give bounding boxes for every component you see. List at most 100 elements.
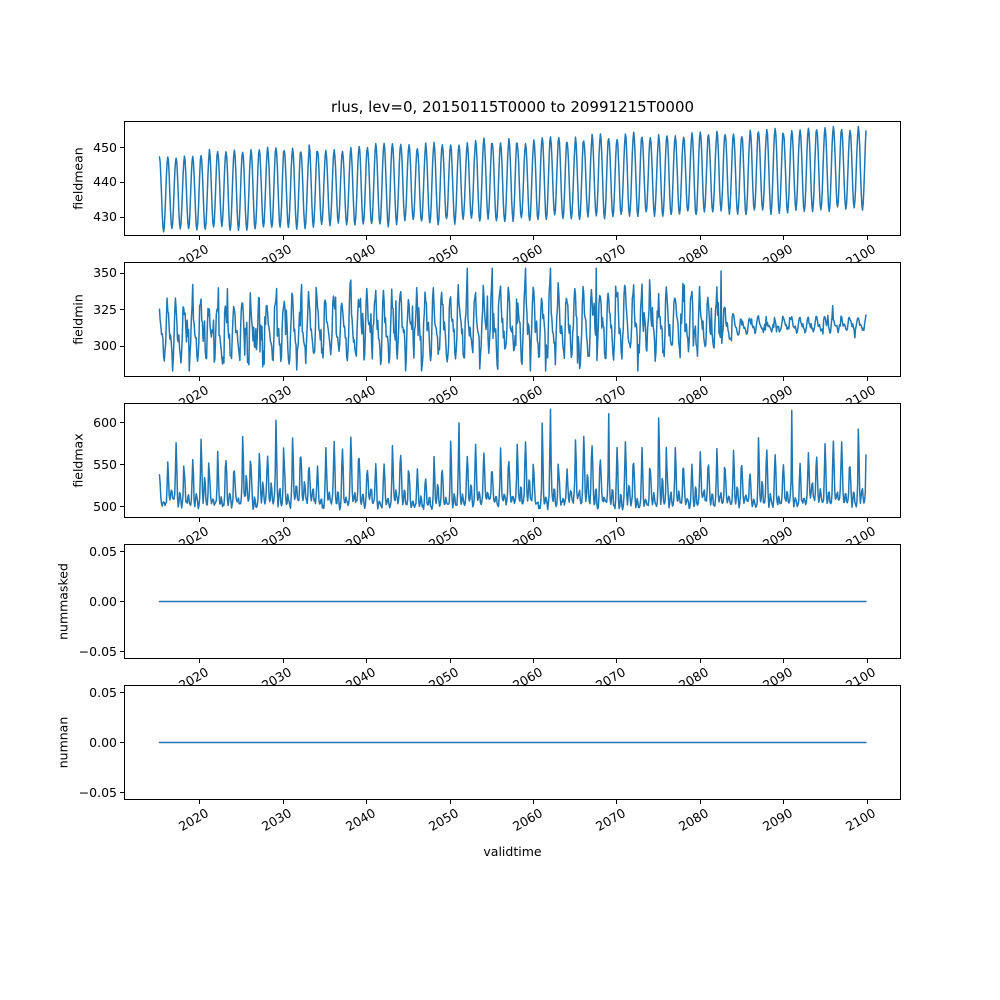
y-tick-mark [120, 345, 124, 347]
y-tick-mark [120, 742, 124, 743]
y-tick-label: −0.05 [78, 784, 117, 800]
x-tick-mark [199, 518, 201, 522]
y-tick-label: 350 [93, 265, 117, 281]
x-tick-mark [533, 518, 535, 522]
y-tick-mark [120, 792, 124, 793]
y-tick-mark [120, 272, 124, 274]
y-tick-mark [120, 309, 124, 311]
y-tick-mark [120, 692, 124, 693]
x-tick-mark [449, 659, 451, 663]
x-tick-mark [282, 659, 284, 663]
x-tick-label: 2060 [509, 805, 545, 835]
figure-title: rlus, lev=0, 20150115T0000 to 20991215T0… [330, 98, 695, 116]
series-line-fieldmin [158, 267, 867, 372]
series-line-nummasked [158, 600, 867, 603]
y-axis-label-numnan: numnan [55, 716, 71, 769]
x-tick-mark [699, 800, 701, 804]
x-tick-mark [866, 377, 868, 381]
x-tick-mark [282, 518, 284, 522]
y-axis-label-fieldmax: fieldmax [70, 433, 86, 488]
x-tick-mark [616, 800, 618, 804]
x-tick-mark [449, 800, 451, 804]
x-tick-mark [616, 659, 618, 663]
x-tick-label: 2080 [676, 805, 712, 835]
axes-numnan [124, 685, 901, 800]
x-tick-mark [699, 518, 701, 522]
x-axis-label: validtime [483, 844, 542, 859]
x-tick-mark [199, 377, 201, 381]
x-tick-mark [366, 236, 368, 240]
y-tick-mark [120, 551, 124, 552]
x-tick-mark [699, 377, 701, 381]
x-tick-mark [366, 518, 368, 522]
x-tick-mark [282, 236, 284, 240]
x-tick-label: 2050 [426, 805, 462, 835]
x-tick-mark [366, 800, 368, 804]
x-tick-mark [533, 800, 535, 804]
x-tick-mark [783, 800, 785, 804]
x-tick-label: 2030 [259, 805, 295, 835]
y-tick-mark [120, 422, 124, 424]
x-tick-mark [366, 659, 368, 663]
series-line-fieldmax [158, 408, 867, 511]
y-tick-label: 325 [93, 301, 117, 317]
series-line-fieldmean [158, 125, 867, 233]
x-tick-mark [699, 659, 701, 663]
y-axis-label-fieldmean: fieldmean [70, 147, 86, 210]
x-tick-mark [866, 236, 868, 240]
x-tick-mark [199, 236, 201, 240]
y-tick-label: 0.00 [89, 593, 117, 609]
y-tick-mark [120, 181, 124, 183]
x-tick-mark [616, 377, 618, 381]
y-tick-label: 300 [93, 338, 117, 354]
axes-fieldmean [124, 121, 901, 236]
y-axis-label-nummasked: nummasked [55, 563, 71, 640]
x-tick-mark [866, 800, 868, 804]
x-tick-mark [449, 518, 451, 522]
axes-fieldmin [124, 262, 901, 377]
y-tick-label: 450 [93, 139, 117, 155]
y-tick-label: 600 [93, 414, 117, 430]
x-tick-mark [533, 377, 535, 381]
y-tick-label: 550 [93, 456, 117, 472]
y-tick-mark [120, 216, 124, 218]
x-tick-mark [533, 659, 535, 663]
x-tick-label: 2090 [759, 805, 795, 835]
x-tick-mark [866, 518, 868, 522]
y-tick-label: 430 [93, 209, 117, 224]
axes-fieldmax [124, 403, 901, 518]
x-tick-label: 2100 [843, 805, 879, 835]
x-tick-mark [199, 800, 201, 804]
y-tick-mark [120, 506, 124, 508]
x-tick-mark [282, 800, 284, 804]
series-line-numnan [158, 741, 867, 744]
x-tick-mark [449, 236, 451, 240]
x-tick-mark [449, 377, 451, 381]
y-tick-label: 0.05 [89, 543, 117, 559]
x-tick-mark [199, 659, 201, 663]
y-tick-label: 0.05 [89, 684, 117, 700]
axes-nummasked [124, 544, 901, 659]
x-tick-mark [783, 659, 785, 663]
x-tick-mark [533, 236, 535, 240]
x-tick-mark [866, 659, 868, 663]
y-tick-label: −0.05 [78, 643, 117, 659]
x-tick-label: 2040 [342, 805, 378, 835]
y-axis-label-fieldmin: fieldmin [70, 294, 86, 345]
x-tick-mark [616, 518, 618, 522]
y-tick-label: 440 [93, 174, 117, 190]
y-tick-mark [120, 464, 124, 466]
x-tick-mark [616, 236, 618, 240]
x-tick-mark [783, 518, 785, 522]
x-tick-label: 2070 [592, 805, 628, 835]
y-tick-label: 0.00 [89, 734, 117, 750]
x-tick-mark [783, 236, 785, 240]
x-tick-mark [282, 377, 284, 381]
x-tick-mark [699, 236, 701, 240]
x-tick-mark [783, 377, 785, 381]
y-tick-mark [120, 651, 124, 652]
y-tick-mark [120, 601, 124, 602]
x-tick-mark [366, 377, 368, 381]
y-tick-mark [120, 147, 124, 149]
